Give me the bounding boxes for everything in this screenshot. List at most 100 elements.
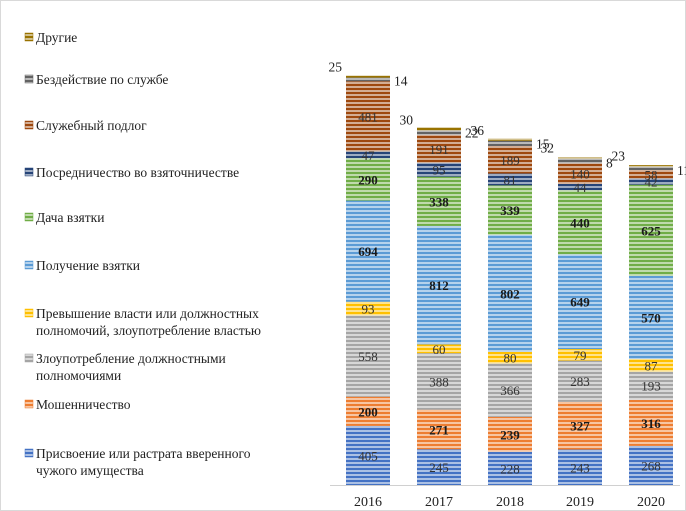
bar-segment [346,81,390,152]
x-axis: 2016 2017 2018 2019 2020 [330,485,680,510]
data-label: 558 [358,349,378,364]
data-label: 388 [429,374,449,389]
legend-item: Служебный подлог [24,118,147,133]
legend-swatch [24,399,34,409]
legend-item: Посредничество во взяточничестве [24,165,239,180]
bar-segment [488,416,532,452]
bar-segment [629,178,673,185]
bar-segment [629,184,673,276]
legend-label: Злоупотребление должностными полномочиями [36,351,226,383]
bar-segment [417,134,461,163]
legend-label: Получение взятки [36,258,140,273]
bar-segment [417,176,461,226]
data-label: 58 [645,167,658,182]
bar-segment [629,399,673,446]
bar-segment [488,138,532,141]
legend-swatch [24,448,34,458]
data-label: 32 [541,141,555,156]
bar-segment [558,163,602,184]
data-label: 47 [362,148,376,163]
data-label: 649 [570,295,590,310]
data-label: 366 [500,383,520,398]
bar-segment [346,158,390,201]
data-label: 245 [429,460,449,475]
data-label: 812 [429,278,449,293]
data-label: 191 [429,142,449,157]
bar-segment [346,396,390,426]
data-label: 239 [500,427,520,442]
legend-label: Служебный подлог [36,118,147,133]
legend-swatch [24,120,34,130]
legend: Другие Бездействие по службе Служебный под… [24,30,261,478]
bar-segment [558,190,602,255]
data-label: 481 [358,109,378,124]
bar-segment [629,170,673,179]
bar-segment [488,351,532,364]
data-label: 316 [641,416,661,431]
bar-segment [558,360,602,402]
bar-segment [417,353,461,410]
data-label: 87 [645,358,659,373]
data-label: 14 [394,74,408,89]
data-label: 268 [641,458,661,473]
bar-segment [417,409,461,450]
data-label: 802 [500,286,520,301]
legend-swatch [24,212,34,222]
data-label: 95 [433,163,446,178]
bar-segment [629,165,673,167]
legend-item: Другие [24,30,77,45]
legend-swatch [24,167,34,177]
legend-item: Бездействие по службе [24,72,168,87]
legend-label: Бездействие по службе [36,72,168,87]
x-tick-label: 2016 [354,495,382,510]
bar-segment [558,183,602,191]
bar-segment [629,275,673,359]
data-label: 80 [504,351,517,366]
bar-segment [558,449,602,485]
bar-stack-2017: 245 271 388 60 812 338 95 191 30 22 [400,113,479,485]
data-label: 327 [570,419,590,434]
bar-segment [346,77,390,82]
data-label: 339 [500,203,520,218]
data-label: 30 [400,113,414,128]
data-label: 81 [504,172,517,187]
bar-segment [488,185,532,235]
data-label: 625 [641,223,661,238]
bar-segment [558,349,602,361]
bar-segment [629,166,673,171]
legend-item: Мошенничество [24,397,131,412]
data-label: 440 [570,215,590,230]
x-tick-label: 2017 [425,495,453,510]
bar-segment [346,425,390,485]
bar-stack-2018: 228 239 366 80 802 339 81 189 36 15 [471,123,550,485]
bar-segment [346,200,390,302]
data-label: 338 [429,194,449,209]
bar-segment [417,162,461,177]
legend-swatch [24,32,34,42]
bar-segment [629,371,673,400]
data-label: 23 [612,149,626,164]
legend-label: Дача взятки [36,210,104,225]
bar-segment [346,301,390,316]
bar-segment [417,225,461,345]
bar-segment [488,363,532,417]
data-label: 283 [570,374,590,389]
bar-segment [417,127,461,131]
bar-segment [558,401,602,450]
data-label: 570 [641,310,661,325]
data-label: 8 [606,156,613,171]
data-label: 200 [358,404,378,419]
bar-segment [488,146,532,174]
bar-segment [488,140,532,147]
bar-segment [346,315,390,397]
bar-stack-2020: 2683161938757062542582311 [612,149,686,485]
bar-segment [488,234,532,352]
bar-segment [558,157,602,159]
bar-segment [417,130,461,135]
data-label: 405 [358,448,378,463]
bar-segment [558,254,602,350]
x-tick-label: 2018 [496,495,524,510]
